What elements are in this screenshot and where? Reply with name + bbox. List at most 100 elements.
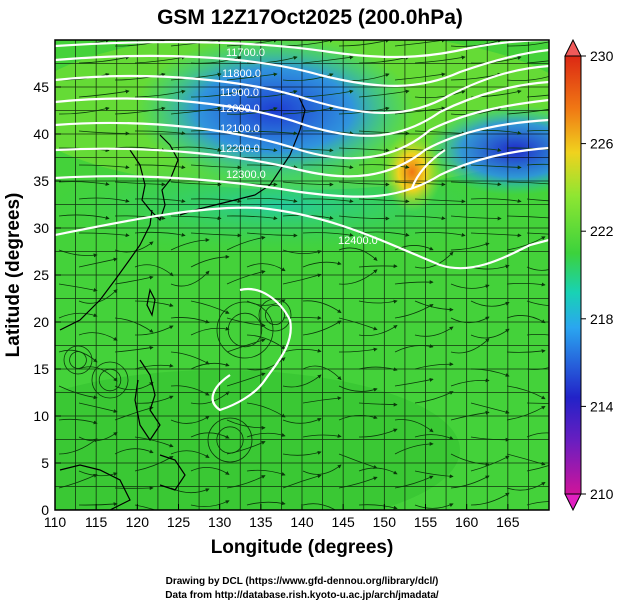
streamline bbox=[134, 130, 186, 136]
streamline bbox=[282, 315, 322, 320]
streamline bbox=[414, 470, 454, 479]
streamline bbox=[58, 312, 98, 319]
coast-luzon bbox=[134, 359, 161, 442]
streamline bbox=[302, 89, 354, 98]
streamline bbox=[394, 215, 446, 221]
streamline bbox=[58, 385, 98, 400]
grid-lines bbox=[55, 40, 549, 510]
streamline bbox=[302, 198, 354, 204]
streamline bbox=[506, 385, 546, 400]
streamline bbox=[302, 320, 342, 336]
streamline bbox=[134, 89, 186, 98]
y-tick-label: 25 bbox=[33, 267, 49, 283]
streamline bbox=[506, 315, 546, 324]
streamline bbox=[78, 164, 130, 170]
streamline bbox=[190, 391, 230, 405]
streamline bbox=[470, 198, 522, 203]
streamline bbox=[78, 366, 118, 382]
streamline bbox=[470, 300, 510, 307]
streamline-eddy bbox=[91, 361, 129, 399]
streamline bbox=[358, 366, 398, 372]
streamline bbox=[58, 181, 110, 186]
streamline bbox=[358, 198, 410, 204]
streamline bbox=[134, 164, 186, 170]
colorbar-tick-label: 214 bbox=[590, 398, 614, 414]
streamline bbox=[414, 90, 466, 99]
streamline bbox=[526, 94, 549, 98]
y-axis-ticks: 0 5 10 15 20 25 30 35 40 45 bbox=[33, 79, 61, 518]
x-tick-label: 145 bbox=[331, 514, 355, 530]
streamline bbox=[282, 273, 322, 285]
streamline bbox=[302, 396, 342, 404]
streamline bbox=[302, 261, 342, 268]
colorbar-body bbox=[564, 55, 582, 495]
contour-line bbox=[55, 206, 549, 270]
streamline bbox=[170, 351, 210, 365]
streamline bbox=[226, 235, 266, 251]
streamline bbox=[282, 249, 322, 254]
streamline bbox=[414, 300, 454, 312]
streamline bbox=[526, 334, 549, 336]
streamline bbox=[190, 300, 230, 314]
streamline bbox=[450, 316, 490, 324]
streamline bbox=[170, 385, 210, 396]
streamline bbox=[338, 247, 378, 261]
streamline bbox=[58, 438, 98, 455]
streamline bbox=[450, 338, 490, 354]
colorbar-tick-label: 226 bbox=[590, 136, 614, 152]
streamline bbox=[526, 60, 549, 64]
x-tick-label: 140 bbox=[290, 514, 314, 530]
streamline bbox=[134, 55, 186, 64]
streamline bbox=[246, 334, 286, 350]
streamline bbox=[282, 374, 322, 388]
streamline bbox=[190, 500, 230, 508]
streamline bbox=[358, 428, 398, 438]
streamline bbox=[226, 270, 266, 285]
streamline bbox=[226, 107, 278, 115]
streamline bbox=[190, 232, 242, 238]
streamline bbox=[358, 55, 410, 64]
streamline bbox=[506, 405, 546, 421]
streamline bbox=[58, 106, 110, 115]
streamline bbox=[450, 215, 502, 221]
streamline bbox=[506, 215, 549, 219]
streamline bbox=[134, 231, 186, 237]
streamline bbox=[78, 332, 118, 341]
streamline bbox=[526, 232, 549, 235]
streamline bbox=[470, 164, 522, 170]
y-tick-label: 45 bbox=[33, 79, 49, 95]
contour-label-7: 12300.0 bbox=[226, 169, 266, 181]
x-tick-label: 115 bbox=[85, 514, 108, 530]
streamline bbox=[302, 503, 337, 510]
streamline bbox=[358, 467, 398, 475]
y-tick-label: 40 bbox=[33, 126, 49, 142]
streamline bbox=[190, 467, 230, 475]
streamline bbox=[246, 432, 286, 438]
y-tick-label: 5 bbox=[41, 455, 49, 471]
streamline bbox=[302, 164, 354, 170]
streamline bbox=[170, 270, 210, 287]
coast-mindanao bbox=[159, 454, 186, 491]
streamline bbox=[114, 275, 154, 285]
streamline bbox=[302, 55, 354, 64]
streamline bbox=[170, 146, 222, 152]
streamline bbox=[394, 106, 446, 115]
streamline bbox=[414, 55, 466, 64]
streamline bbox=[114, 106, 166, 115]
streamline-eddy bbox=[264, 304, 285, 325]
streamline bbox=[302, 464, 342, 475]
x-tick-label: 160 bbox=[455, 514, 479, 530]
streamline bbox=[338, 385, 378, 392]
streamline bbox=[450, 410, 490, 421]
streamline bbox=[358, 504, 398, 510]
streamline bbox=[526, 198, 549, 202]
streamline bbox=[246, 501, 286, 506]
contour-line bbox=[55, 118, 549, 178]
streamline bbox=[414, 391, 454, 404]
streamline bbox=[282, 450, 322, 456]
streamline bbox=[282, 474, 322, 489]
streamline bbox=[78, 431, 118, 442]
streamline bbox=[134, 198, 186, 204]
streamline bbox=[394, 475, 434, 489]
streamline bbox=[470, 492, 510, 506]
